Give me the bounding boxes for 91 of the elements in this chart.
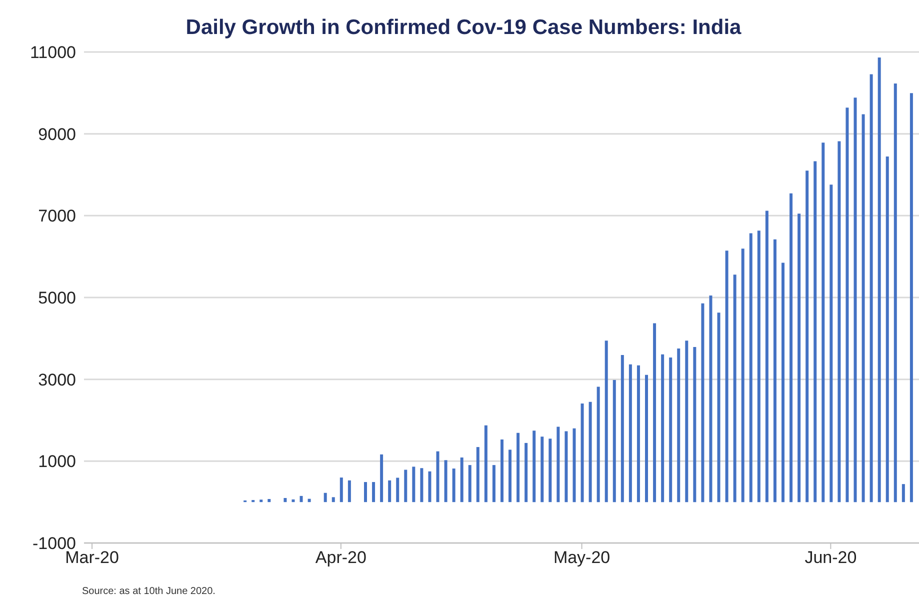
bar [452,468,456,502]
bar [910,93,913,502]
y-tick-label: 3000 [38,370,76,390]
bar [902,484,905,502]
bar [862,114,865,502]
bar [846,108,849,502]
bar [556,426,560,502]
bar [388,480,392,502]
bar [798,214,801,502]
bar [886,156,889,502]
bar [428,471,432,502]
chart-title: Daily Growth in Confirmed Cov-19 Case Numbers: India [184,16,742,40]
y-tick-label: 5000 [38,288,76,308]
bar [685,340,688,502]
bar [532,430,536,502]
bar [693,347,696,502]
bar [364,482,367,502]
bar [308,498,311,502]
bar [572,428,576,502]
bar [790,193,793,502]
bar [412,466,416,502]
bar [396,478,400,502]
bar [404,470,408,502]
bar [540,436,544,502]
bar [822,142,825,502]
bar [460,457,464,502]
bar [701,303,704,502]
bar [709,295,712,502]
bar [725,250,728,502]
bar [468,465,472,502]
bar [380,454,384,502]
bar [669,357,672,502]
x-tick-label: Jun-20 [804,548,857,568]
bar [757,230,760,502]
bar [484,425,488,502]
bar [830,184,833,502]
bar [717,312,720,502]
bar [332,497,335,502]
bar [564,431,568,502]
source-note: Source: as at 10th June 2020. [82,586,216,597]
bar [524,442,528,502]
bar [508,450,512,502]
bar [420,468,424,502]
bar [476,447,480,502]
bar [628,364,632,502]
bar [588,402,592,502]
bar [894,84,897,502]
bar [500,439,504,502]
bar [548,438,552,502]
bar [492,465,496,502]
bar [765,210,768,502]
bar [733,274,736,502]
x-tick-label: Apr-20 [315,548,366,568]
y-tick-label: 1000 [38,452,76,472]
bar [653,323,656,502]
bar [516,432,520,502]
y-tick-label: 7000 [38,206,76,226]
bar [612,380,616,502]
bar [661,354,664,502]
bar [372,482,376,502]
bar [324,492,327,502]
bar [436,451,440,502]
bar [838,141,841,502]
x-tick-label: Mar-20 [65,548,119,568]
x-tick-label: May-20 [553,548,610,568]
bar [260,500,263,502]
bar [300,496,303,502]
bar [677,348,680,502]
bar [741,248,744,502]
bar [781,262,784,502]
bar [348,480,351,502]
bar [268,499,271,502]
y-tick-label: 11000 [30,43,76,62]
bar [596,386,600,502]
y-tick-label: 9000 [38,124,76,144]
bar [645,374,648,502]
bar [340,478,343,502]
bar [636,365,640,502]
bar [620,354,624,502]
bar [580,403,584,502]
bar [814,161,817,502]
bar [284,498,287,502]
bar [604,340,608,502]
bar [878,58,881,502]
bar [749,233,752,502]
bar [806,170,809,502]
bar [444,460,448,502]
bar [870,74,873,502]
bar [292,499,295,502]
bar [773,239,776,502]
bar [854,98,857,502]
